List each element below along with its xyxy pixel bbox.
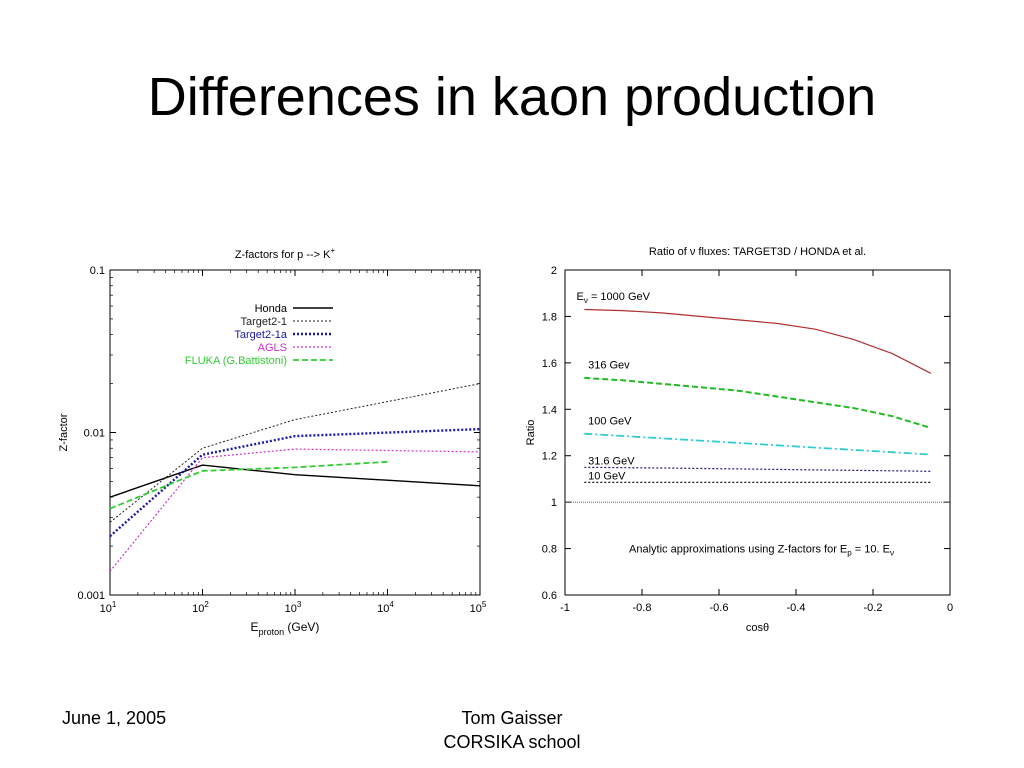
series-label: 100 GeV bbox=[588, 415, 632, 427]
series-label: 316 Gev bbox=[588, 360, 630, 372]
x-tick-label: 102 bbox=[192, 600, 209, 615]
series-line-3 bbox=[584, 466, 931, 472]
y-tick-label: 1.6 bbox=[542, 358, 557, 370]
footer-date: June 1, 2005 bbox=[62, 708, 167, 728]
x-axis-label: Eproton (GeV) bbox=[251, 620, 320, 637]
y-tick-label: 1.2 bbox=[542, 451, 557, 463]
legend-label: Honda bbox=[255, 303, 288, 315]
legend-label: Target2-1 bbox=[241, 316, 287, 328]
series-line-0 bbox=[109, 464, 481, 498]
y-axis-label: Z-factor bbox=[58, 413, 70, 451]
series-label: 31.6 GeV bbox=[588, 456, 635, 468]
y-tick-label: 1 bbox=[551, 497, 557, 509]
series-label: 10 GeV bbox=[588, 471, 626, 483]
x-tick-label: 101 bbox=[100, 600, 117, 615]
chart-title: Ratio of ν fluxes: TARGET3D / HONDA et a… bbox=[649, 246, 866, 258]
series-line-1 bbox=[109, 383, 481, 523]
y-tick-label: 0.6 bbox=[542, 590, 557, 602]
plot-frame bbox=[564, 269, 951, 596]
y-tick-label: 0.001 bbox=[77, 590, 105, 602]
footer-author-name: Tom Gaisser bbox=[461, 708, 563, 728]
series-label: Eν = 1000 GeV bbox=[577, 291, 651, 305]
flux-ratio-chart: Ratio of ν fluxes: TARGET3D / HONDA et a… bbox=[525, 246, 953, 634]
x-tick-label: -0.4 bbox=[787, 602, 806, 614]
z-factor-chart: Z-factors for p --> K+ 101 102 103 104 105 0.1… bbox=[58, 246, 487, 637]
x-tick-label: -0.2 bbox=[864, 602, 883, 614]
x-tick-label: 105 bbox=[470, 600, 487, 615]
x-tick-label: -0.6 bbox=[710, 602, 729, 614]
series-line-4 bbox=[109, 460, 388, 510]
legend-label: FLUKA (G.Battistoni) bbox=[185, 355, 287, 367]
y-tick-label: 0.1 bbox=[90, 265, 105, 277]
series-line-2 bbox=[109, 427, 481, 538]
y-tick-label: 0.8 bbox=[542, 544, 557, 556]
slide-title: Differences in kaon production bbox=[147, 67, 877, 127]
x-axis-label: cosθ bbox=[746, 622, 769, 634]
series-line-3 bbox=[109, 448, 481, 572]
series-line-0 bbox=[584, 308, 932, 374]
x-tick-label: -1 bbox=[560, 602, 570, 614]
series-line-1 bbox=[584, 376, 932, 429]
series-line-2 bbox=[584, 432, 931, 456]
x-tick-label: -0.8 bbox=[633, 602, 652, 614]
plot-frame bbox=[109, 269, 481, 596]
x-tick-label: 103 bbox=[285, 600, 302, 615]
footer-author: Tom Gaisser CORSIKA school bbox=[412, 706, 612, 754]
legend-label: Target2-1a bbox=[234, 329, 287, 341]
chart-title: Z-factors for p --> K+ bbox=[235, 246, 336, 261]
y-tick-label: 1.8 bbox=[542, 311, 557, 323]
y-axis-label: Ratio bbox=[525, 420, 537, 446]
y-tick-label: 1.4 bbox=[542, 404, 557, 416]
legend-label: AGLS bbox=[258, 342, 287, 354]
annotation-text: Analytic approximations using Z-factors … bbox=[629, 544, 894, 558]
x-tick-label: 0 bbox=[947, 602, 953, 614]
footer-author-affiliation: CORSIKA school bbox=[443, 732, 581, 752]
y-tick-label: 0.01 bbox=[84, 428, 105, 440]
y-tick-label: 2 bbox=[551, 265, 557, 277]
x-tick-label: 104 bbox=[377, 600, 394, 615]
